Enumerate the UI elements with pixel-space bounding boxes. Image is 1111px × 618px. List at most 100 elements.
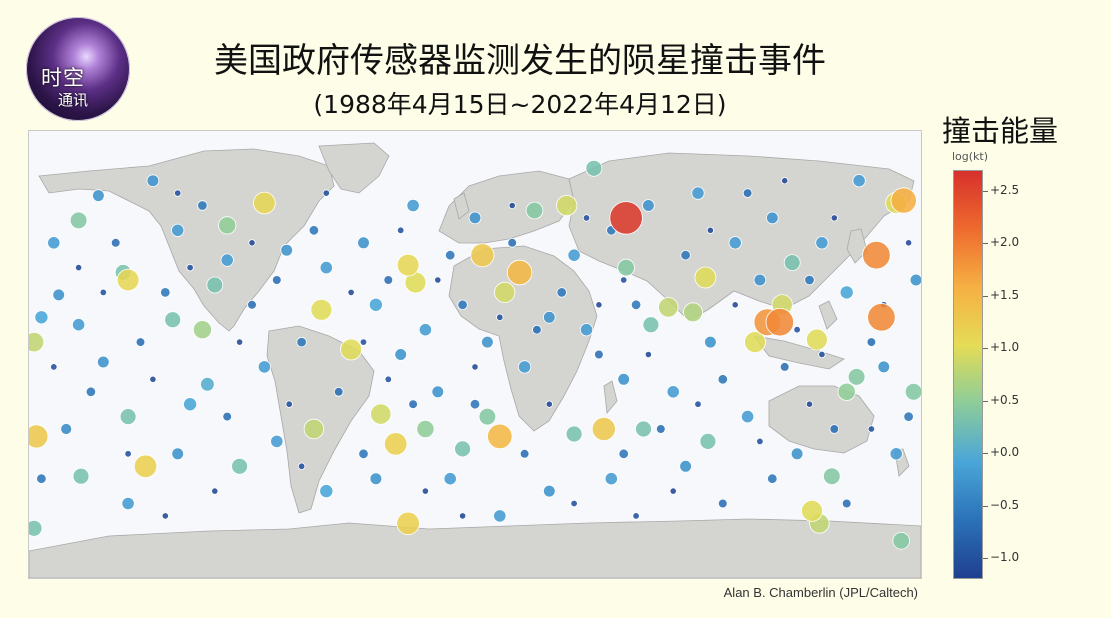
impact-point xyxy=(617,258,635,277)
world-map-plot xyxy=(28,130,922,579)
impact-point xyxy=(34,310,49,325)
impact-point xyxy=(728,236,742,250)
impact-point xyxy=(200,377,215,392)
impact-point xyxy=(394,348,408,361)
land-masses xyxy=(29,142,921,578)
impact-point xyxy=(135,337,146,347)
impact-point xyxy=(406,198,420,213)
impact-point xyxy=(644,350,653,359)
logo-line-1: 时空 xyxy=(41,66,85,90)
impact-point xyxy=(877,360,891,374)
impact-point xyxy=(717,498,728,509)
colorbar-gradient xyxy=(953,170,983,579)
impact-point xyxy=(706,226,715,234)
impact-point xyxy=(494,281,516,303)
impact-point xyxy=(867,303,896,332)
impact-point xyxy=(591,416,616,441)
impact-point xyxy=(781,177,789,185)
impact-point xyxy=(236,338,244,346)
impact-point xyxy=(790,447,804,461)
impact-point xyxy=(801,499,823,522)
impact-point xyxy=(72,467,90,485)
impact-point xyxy=(487,423,513,450)
impact-point xyxy=(416,419,435,439)
impact-point xyxy=(369,472,383,486)
impact-point xyxy=(508,201,516,210)
impact-point xyxy=(822,467,841,486)
impact-point xyxy=(556,287,567,298)
chart-title: 美国政府传感器监测发生的陨星撞击事件 xyxy=(214,41,826,81)
colorbar-tick-label: +2.0 xyxy=(990,235,1020,249)
impact-point xyxy=(272,275,282,285)
colorbar-tick-label: +0.0 xyxy=(990,445,1020,459)
colorbar-tick-mark xyxy=(983,558,988,559)
impact-point xyxy=(779,362,790,372)
impact-point xyxy=(890,187,917,214)
impact-point xyxy=(731,301,739,309)
impact-point xyxy=(396,253,420,277)
impact-point xyxy=(805,400,814,408)
colorbar-tick-mark xyxy=(983,191,988,192)
philippines-landmass xyxy=(818,300,838,330)
impact-point xyxy=(704,335,717,349)
impact-point xyxy=(206,276,224,294)
impact-point xyxy=(567,248,581,262)
colorbar-tick-mark xyxy=(983,243,988,244)
impact-point xyxy=(253,191,276,215)
antarctica-landmass xyxy=(29,518,921,578)
impact-point xyxy=(443,472,457,486)
chart-subtitle: (1988年4月15日~2022年4月12日) xyxy=(313,90,727,119)
impact-point xyxy=(829,424,840,434)
impact-point xyxy=(173,189,182,197)
impact-point xyxy=(620,276,628,284)
impact-point xyxy=(97,355,110,369)
impact-point xyxy=(396,511,420,536)
impact-point xyxy=(60,423,73,435)
impact-point xyxy=(545,400,553,408)
impact-point xyxy=(347,288,355,296)
impact-point xyxy=(532,324,542,335)
impact-point xyxy=(519,448,530,459)
impact-point xyxy=(296,336,307,348)
impact-point xyxy=(110,238,121,248)
impact-point xyxy=(565,425,583,443)
impact-point xyxy=(507,238,518,248)
impact-point xyxy=(457,299,468,311)
impact-point xyxy=(570,499,578,508)
impact-point xyxy=(818,350,826,359)
impact-point xyxy=(867,425,876,433)
impact-point xyxy=(183,397,198,412)
impact-point xyxy=(322,189,330,197)
impact-point xyxy=(618,448,629,460)
indonesia-landmass xyxy=(753,335,845,370)
impact-point xyxy=(765,211,779,225)
impact-point xyxy=(52,288,66,302)
impact-point xyxy=(359,338,368,346)
impact-point xyxy=(146,174,160,187)
impact-point xyxy=(383,275,394,285)
impact-point xyxy=(740,409,755,424)
colorbar-title: 撞击能量 xyxy=(942,114,1059,148)
impact-point xyxy=(847,368,866,386)
impact-point xyxy=(310,298,333,321)
impact-point xyxy=(469,399,481,410)
colorbar-tick-label: +2.5 xyxy=(990,183,1020,197)
impact-point xyxy=(358,448,369,460)
impact-point xyxy=(370,403,392,425)
impact-point xyxy=(635,420,652,438)
asia-landmass xyxy=(568,152,915,322)
impact-point xyxy=(582,214,591,222)
impact-point xyxy=(36,473,47,484)
map-canvas xyxy=(29,142,921,578)
impact-point xyxy=(804,274,815,286)
colorbar-tick-mark xyxy=(983,506,988,507)
impact-point xyxy=(297,462,306,470)
impact-point xyxy=(222,411,233,422)
impact-point xyxy=(478,407,497,426)
impact-point xyxy=(164,311,182,329)
impact-point xyxy=(604,472,618,486)
impact-point xyxy=(889,447,903,461)
colorbar-tick-mark xyxy=(983,453,988,454)
colorbar-tick-mark xyxy=(983,296,988,297)
impact-point xyxy=(691,186,705,200)
